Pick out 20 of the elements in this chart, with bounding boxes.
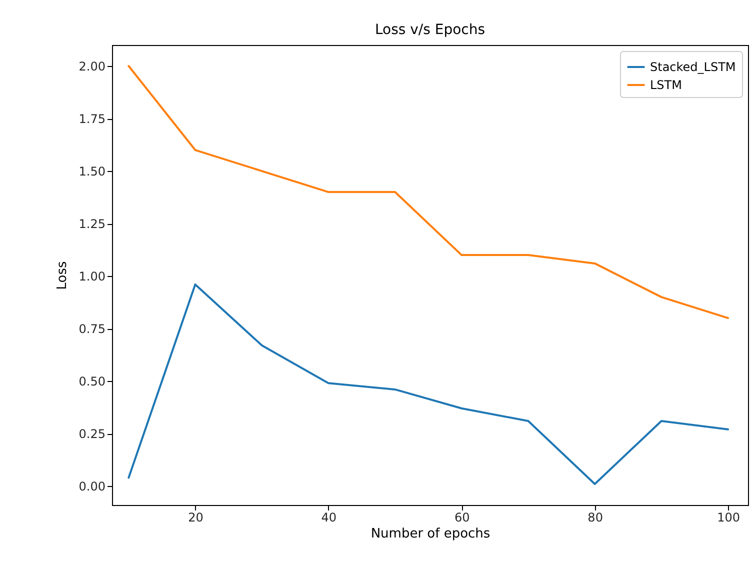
x-tick-label: 100 (717, 510, 740, 524)
y-tick-label: 0.00 (78, 480, 106, 494)
chart-title: Loss v/s Epochs (374, 22, 486, 38)
y-tick-label: 0.75 (78, 322, 106, 336)
y-tick-label: 1.00 (78, 270, 106, 284)
y-tick-label: 1.75 (78, 112, 106, 126)
x-tick-label: 20 (188, 510, 204, 524)
y-tick-label: 0.50 (78, 374, 106, 389)
x-tick-label: 60 (454, 510, 470, 524)
legend-label: LSTM (650, 78, 682, 92)
x-tick-label: 80 (588, 510, 603, 524)
legend-label: Stacked_LSTM (650, 60, 736, 74)
y-tick-label: 1.25 (78, 217, 106, 232)
line-series (128, 283, 730, 485)
y-tick-label: 0.25 (78, 427, 106, 442)
x-tick-label: 40 (321, 510, 337, 524)
x-axis-title: Number of epochs (370, 526, 490, 542)
y-tick-label: 1.50 (78, 164, 106, 179)
y-tick-label: 2.00 (78, 60, 106, 74)
y-axis-title: Loss (54, 261, 70, 290)
